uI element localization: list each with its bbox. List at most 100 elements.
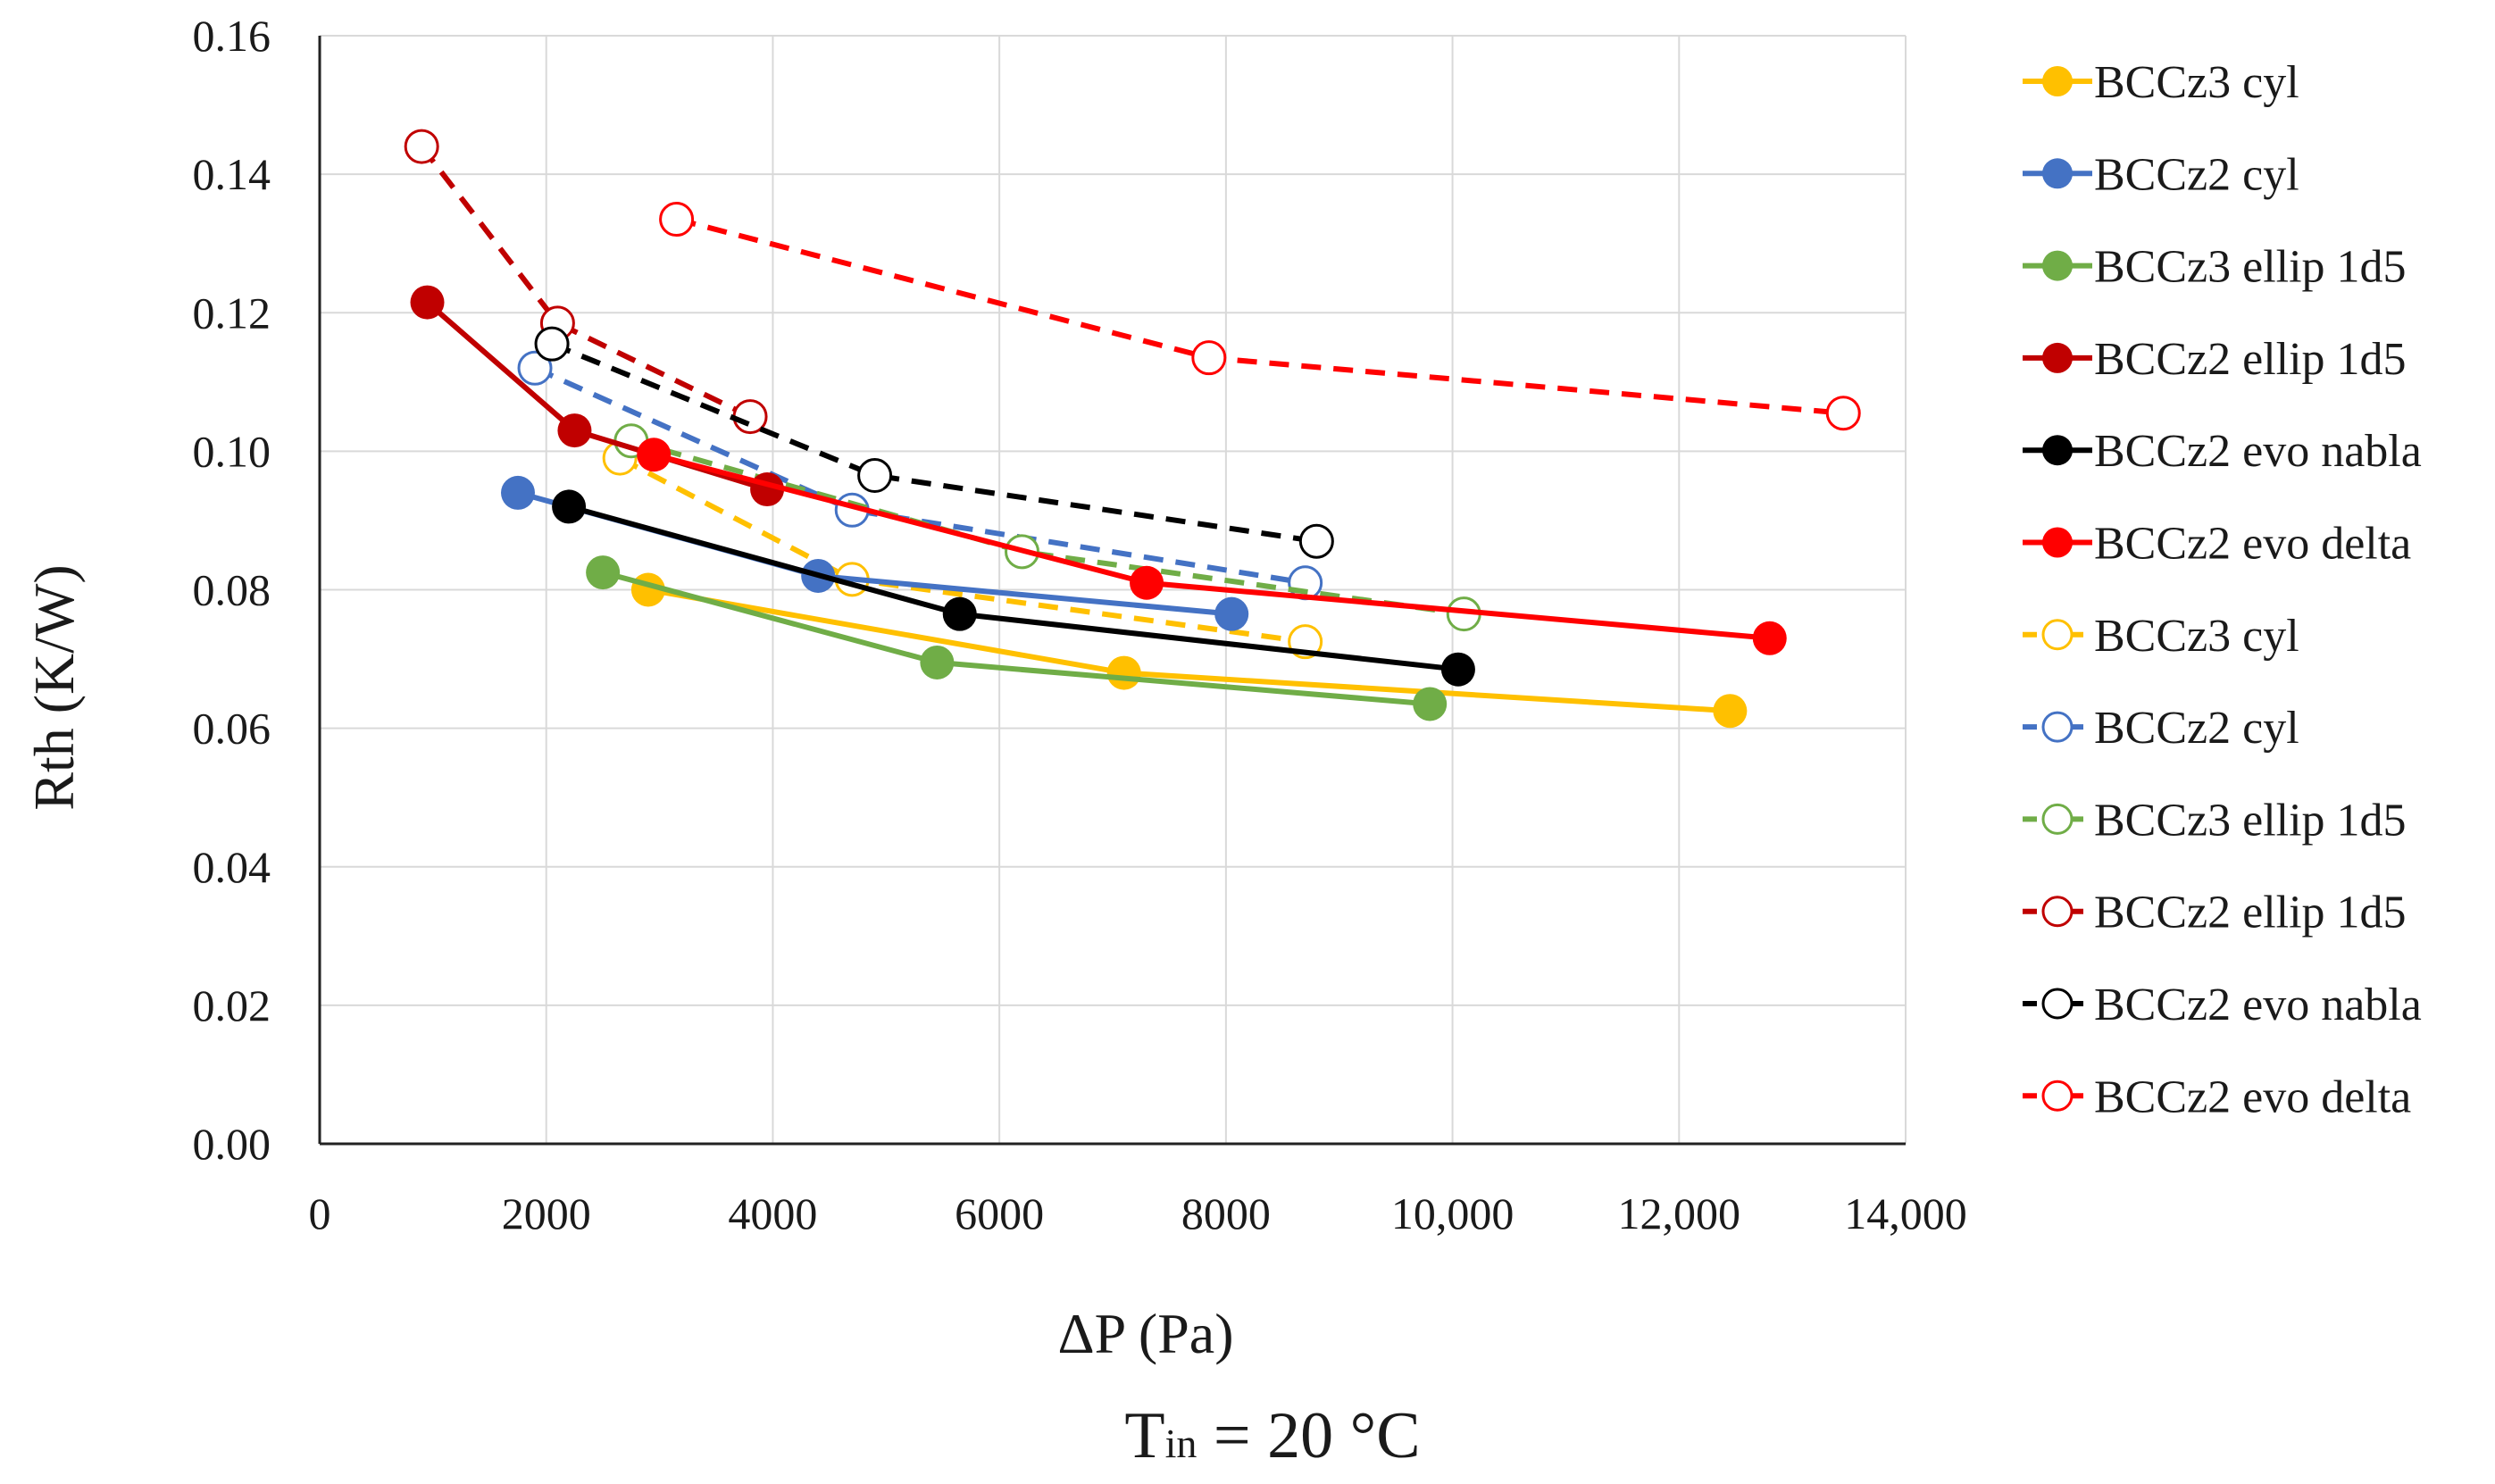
data-point [1298,523,1334,559]
x-tick-label: 8000 [1181,1188,1271,1238]
legend-item: BCCz2 cyl [2023,149,2299,200]
legend-item: BCCz3 cyl [2023,57,2299,108]
y-tick-label: 0.16 [193,11,271,61]
legend-marker [2041,711,2074,743]
legend-item: BCCz2 evo nabla [2023,980,2422,1030]
x-tick-label: 2000 [502,1188,591,1238]
data-point [410,285,445,320]
legend-marker [2042,342,2073,373]
plot-area [404,129,1861,729]
legend-label: BCCz2 evo delta [2094,1071,2411,1122]
x-tick-label: 0 [309,1188,331,1238]
legend-label: BCCz2 cyl [2094,149,2299,200]
data-point [1752,621,1787,655]
data-point [659,202,695,238]
legend-item: BCCz2 ellip 1d5 [2023,334,2407,385]
legend-item: BCCz3 ellip 1d5 [2023,242,2407,293]
x-tick-label: 12,000 [1618,1188,1741,1238]
data-point [1825,396,1861,431]
legend-label: BCCz2 evo nabla [2094,980,2422,1030]
legend-label: BCCz3 ellip 1d5 [2094,242,2407,293]
legend-label: BCCz3 ellip 1d5 [2094,795,2407,846]
series-line [533,365,1306,586]
y-tick-label: 0.04 [193,842,271,892]
data-point [1440,652,1475,687]
series-bccz2-evo-nabla-filled [552,489,1475,687]
data-point [857,458,893,494]
data-point [1130,565,1164,600]
data-point [501,475,535,510]
series-line [675,216,1844,416]
caption-main: T [1124,1399,1164,1472]
axes [318,36,1906,1146]
data-point [637,438,672,472]
legend-item: BCCz3 ellip 1d5 [2023,795,2407,846]
legend-label: BCCz2 cyl [2094,703,2299,754]
legend-marker [2041,988,2074,1020]
caption-subscript: in [1165,1421,1197,1466]
y-tick-label: 0.00 [193,1119,271,1169]
series-bccz2-cyl-open [517,350,1323,601]
data-point [557,413,592,448]
y-axis-title: Rth (K/W) [22,564,86,811]
data-point [534,326,570,362]
data-point [586,555,621,590]
series-bccz2-evo-nabla-open [534,326,1334,559]
legend-marker [2041,803,2074,835]
series-bccz2-ellip-1d5-open [404,129,768,435]
y-tick-label: 0.10 [193,426,271,476]
x-axis-title: ΔP (Pa) [1058,1302,1234,1365]
x-tick-label: 14,000 [1844,1188,1967,1238]
legend-marker [2042,66,2073,96]
legend: BCCz3 cyl BCCz2 cyl BCCz3 ellip 1d5 BCCz2 e… [2023,57,2422,1122]
series-bccz3-cyl-filled [630,572,1748,729]
legend-item: BCCz3 cyl [2023,611,2299,662]
tick-labels: 0 2000 4000 6000 8000 10,000 12,000 14,000 0.00 0… [193,11,1967,1238]
data-point [1191,340,1227,376]
legend-item: BCCz2 evo delta [2023,1071,2411,1122]
series-bccz2-evo-delta-filled [637,438,1787,655]
data-point [1214,596,1249,631]
y-tick-label: 0.14 [193,149,271,199]
legend-label: BCCz2 evo delta [2094,519,2411,570]
legend-marker [2042,250,2073,281]
series-bccz2-cyl-filled [501,475,1249,631]
data-point [552,489,587,524]
data-point [920,645,955,679]
legend-marker [2042,435,2073,466]
series-line [550,341,1317,545]
legend-marker [2042,158,2073,189]
legend-marker [2041,1080,2074,1112]
y-tick-label: 0.12 [193,288,271,338]
x-tick-label: 10,000 [1391,1188,1515,1238]
series-bccz2-evo-delta-open [659,202,1861,431]
caption-rest: = 20 °C [1197,1399,1420,1472]
legend-label: BCCz2 ellip 1d5 [2094,888,2407,938]
legend-item: BCCz2 evo nabla [2023,426,2422,477]
chart-caption: Tin = 20 °C [1124,1399,1420,1472]
legend-item: BCCz2 ellip 1d5 [2023,888,2407,938]
y-tick-label: 0.02 [193,980,271,1030]
y-tick-label: 0.06 [193,704,271,754]
legend-item: BCCz2 evo delta [2023,519,2411,570]
legend-item: BCCz2 cyl [2023,703,2299,754]
legend-label: BCCz2 evo nabla [2094,426,2422,477]
data-point [942,596,977,631]
data-point [404,129,439,164]
x-tick-label: 6000 [955,1188,1044,1238]
legend-marker [2041,896,2074,928]
data-point [1106,655,1141,690]
legend-label: BCCz3 cyl [2094,57,2299,108]
legend-marker [2041,619,2074,651]
legend-label: BCCz2 ellip 1d5 [2094,334,2407,385]
legend-label: BCCz3 cyl [2094,611,2299,662]
data-point [517,350,553,386]
x-tick-label: 4000 [728,1188,817,1238]
data-point [1413,687,1448,721]
legend-marker [2042,527,2073,558]
series-bccz3-ellip-1d5-filled [586,555,1448,721]
y-tick-label: 0.08 [193,565,271,615]
series-line [419,145,752,420]
data-point [1713,694,1748,729]
